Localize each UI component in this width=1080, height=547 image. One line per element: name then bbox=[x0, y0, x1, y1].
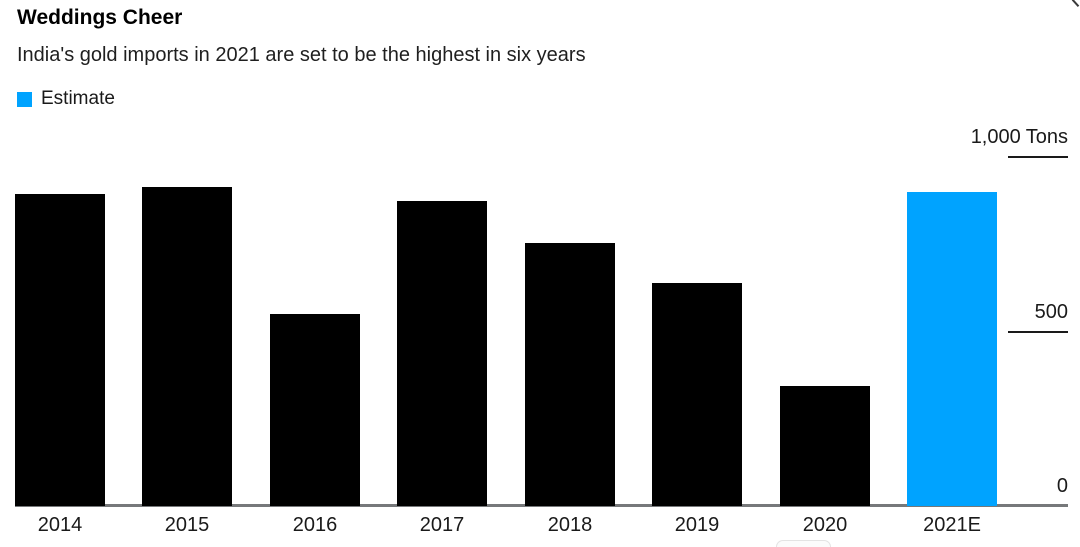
chart-title: Weddings Cheer bbox=[17, 6, 183, 29]
y-axis-unit-label: Tons bbox=[1025, 126, 1068, 148]
x-axis-label-2014: 2014 bbox=[37, 514, 83, 536]
y-tick-label-1,000: 1,000 Tons bbox=[971, 126, 1068, 149]
y-tick-value: 500 bbox=[1034, 301, 1068, 323]
legend: Estimate bbox=[17, 88, 115, 110]
estimate-swatch-icon bbox=[17, 91, 32, 107]
bar-2015 bbox=[142, 187, 232, 506]
x-axis-label-2016: 2016 bbox=[292, 514, 338, 536]
x-axis-label-2018: 2018 bbox=[547, 514, 593, 536]
bar-2020 bbox=[780, 386, 870, 506]
y-tick-label-500: 500 bbox=[1035, 301, 1068, 324]
x-axis-label-2020: 2020 bbox=[802, 514, 848, 536]
bar-2019 bbox=[652, 283, 742, 506]
bar-2017 bbox=[397, 201, 487, 506]
y-tick-line-1,000 bbox=[1008, 156, 1068, 158]
x-axis-label-2019: 2019 bbox=[674, 514, 720, 536]
scrollbar-thumb-artifact bbox=[776, 540, 831, 547]
y-tick-label-0: 0 bbox=[1057, 475, 1068, 498]
bar-2021E bbox=[907, 192, 997, 506]
x-axis-label-2015: 2015 bbox=[164, 514, 210, 536]
bar-2014 bbox=[15, 194, 105, 506]
x-axis-label-2021E: 2021E bbox=[923, 514, 981, 536]
y-tick-value: 0 bbox=[1056, 475, 1068, 497]
y-tick-line-500 bbox=[1008, 331, 1068, 333]
y-tick-value: 1,000 bbox=[970, 126, 1021, 148]
legend-label-estimate: Estimate bbox=[41, 88, 115, 109]
bar-2018 bbox=[525, 243, 615, 506]
chart-subtitle: India's gold imports in 2021 are set to … bbox=[17, 44, 586, 66]
bar-2016 bbox=[270, 314, 360, 506]
x-axis-label-2017: 2017 bbox=[419, 514, 465, 536]
